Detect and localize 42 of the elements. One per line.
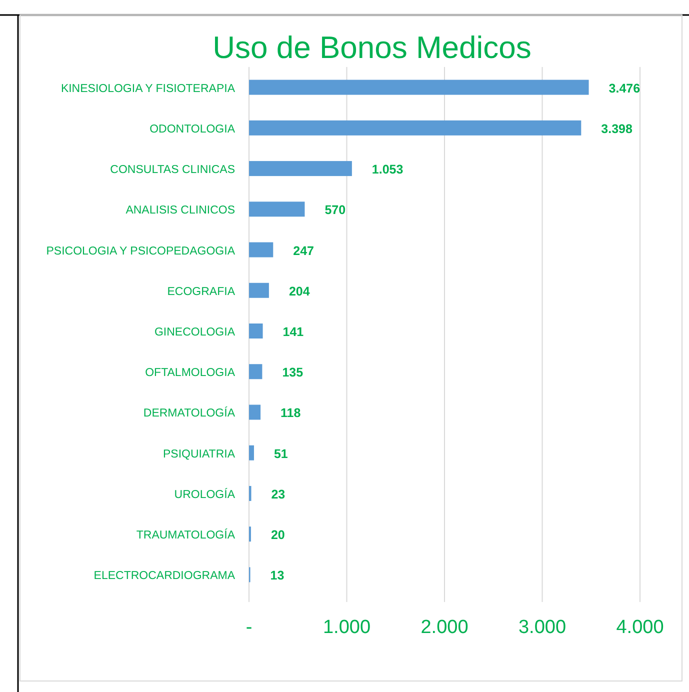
y-tick-label: KINESIOLOGIA Y FISIOTERAPIA — [60, 82, 236, 95]
bar — [249, 161, 352, 176]
bar — [249, 120, 582, 136]
bar — [249, 404, 261, 420]
bar — [249, 202, 305, 217]
x-tick-label: 4.000 — [616, 617, 664, 638]
bar — [249, 80, 589, 95]
data-label: 13 — [270, 568, 284, 583]
bar — [249, 242, 274, 258]
y-tick-label: PSIQUIATRIA — [163, 448, 236, 460]
data-label: 141 — [282, 325, 304, 339]
data-label: 570 — [324, 203, 346, 218]
data-label: 51 — [274, 446, 288, 461]
data-label: 3.398 — [601, 122, 632, 136]
bar — [249, 445, 254, 460]
y-tick-label: DERMATOLOGÍA — [143, 406, 236, 420]
data-label: 118 — [280, 406, 301, 420]
y-tick-label: ECOGRAFIA — [167, 286, 236, 298]
y-tick-label: ANALISIS CLINICOS — [126, 204, 236, 217]
x-tick-label: 2.000 — [420, 617, 468, 638]
y-tick-label: PSICOLOGIA Y PSICOPEDAGOGIA — [46, 245, 236, 258]
y-tick-label: UROLOGÍA — [174, 488, 236, 501]
data-label: 1.053 — [372, 162, 404, 177]
data-label: 3.476 — [608, 81, 640, 96]
x-tick-label: 1.000 — [322, 617, 371, 638]
bar — [249, 282, 269, 298]
data-label: 135 — [282, 366, 304, 380]
x-tick-label: - — [246, 617, 252, 638]
data-label: 23 — [271, 487, 286, 502]
chart-title: Uso de Bonos Medicos — [212, 30, 532, 65]
y-tick-label: ODONTOLOGIA — [150, 123, 236, 136]
data-label: 247 — [293, 244, 314, 258]
y-tick-label: GINECOLOGIA — [154, 326, 236, 338]
data-label: 204 — [288, 284, 310, 298]
bar — [249, 324, 263, 338]
y-tick-label: CONSULTAS CLINICAS — [110, 164, 236, 176]
y-tick-label: TRAUMATOLOGÍA — [136, 528, 236, 542]
x-tick-label: 3.000 — [518, 617, 566, 638]
data-label: 20 — [270, 528, 285, 542]
bar — [249, 364, 262, 380]
y-tick-label: OFTALMOLOGIA — [145, 367, 236, 380]
y-tick-label: ELECTROCARDIOGRAMA — [94, 570, 236, 582]
